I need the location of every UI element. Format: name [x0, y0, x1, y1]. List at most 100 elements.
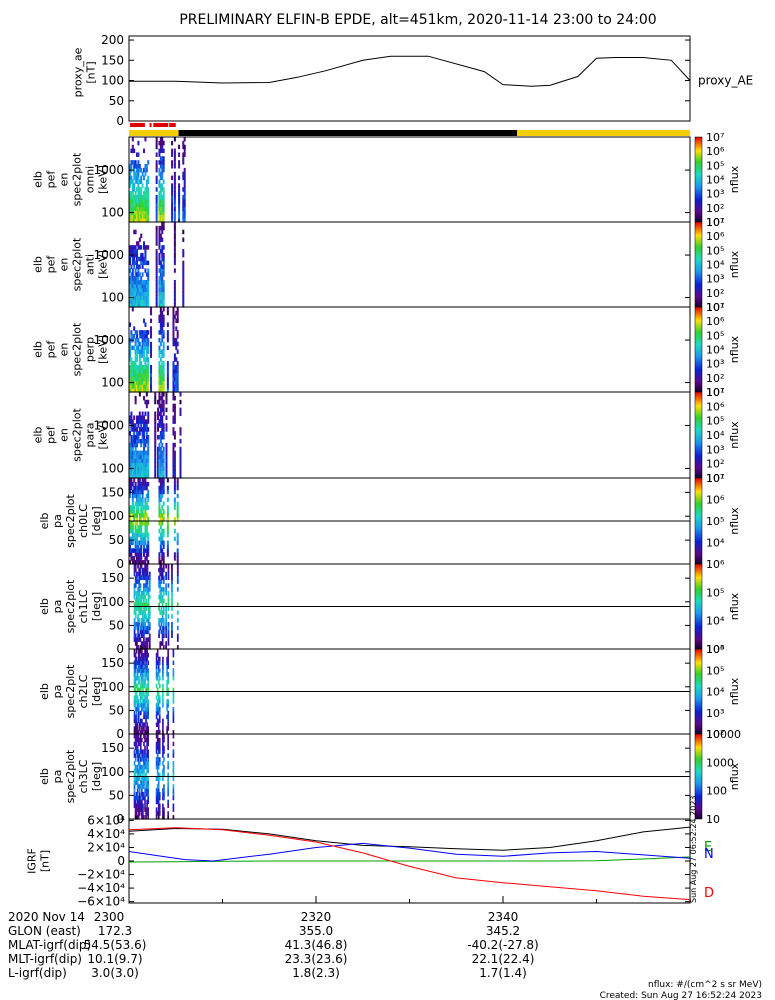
spectrogram-cell: [141, 171, 144, 177]
spectrogram-cell: [140, 423, 143, 428]
spectrogram-cell: [161, 194, 164, 200]
spectrogram-cell: [154, 450, 157, 456]
spectrogram-cell: [140, 194, 143, 200]
y-tick-label: 1000: [93, 418, 124, 432]
colorbar: [694, 477, 703, 565]
spectrogram-cell: [133, 454, 136, 460]
spectrogram-cell: [166, 388, 169, 393]
spectrogram-cell: [138, 283, 141, 289]
spectrogram-cell: [161, 462, 164, 467]
spectrogram-cell: [130, 376, 133, 382]
spectrogram-cell: [145, 583, 148, 588]
spectrogram-cell: [150, 307, 153, 312]
spectrogram-cell: [145, 591, 148, 596]
spectrogram-cell: [161, 310, 164, 316]
spectrogram-cell: [165, 395, 168, 401]
spectrogram-cell: [141, 575, 144, 581]
spectrogram-cell: [144, 303, 147, 308]
spectrogram-cell: [147, 295, 150, 300]
spectrogram-cell: [159, 493, 162, 499]
spectrogram-cell: [136, 791, 139, 797]
spectrogram-cell: [134, 384, 137, 389]
y-axis-label: elb: [38, 768, 51, 785]
spectrogram-cell: [167, 629, 170, 635]
spectrogram-cell: [167, 672, 169, 677]
spectrogram-cell: [172, 474, 175, 479]
spectrogram-cell: [166, 528, 169, 534]
spectrogram-cell: [162, 513, 165, 518]
spectrogram-cell: [172, 706, 175, 712]
spectrogram-cell: [134, 772, 137, 778]
spectrogram-cell: [143, 450, 146, 456]
y-axis-label: [keV]: [97, 165, 110, 194]
spectrogram-cell: [139, 564, 142, 569]
spectrogram-cell: [136, 415, 139, 420]
spectrogram-cell: [159, 560, 162, 565]
spectrogram-cell: [144, 295, 147, 300]
spectrogram-cell: [129, 364, 132, 370]
spectrogram-cell: [159, 372, 162, 378]
spectrogram-cell: [176, 517, 179, 522]
spectrogram-cell: [146, 567, 149, 573]
spectrogram-cell: [173, 521, 176, 526]
spectrogram-cell: [161, 485, 164, 491]
spectrogram-cell: [135, 815, 138, 820]
spectrogram-cell: [133, 564, 136, 569]
spectrogram-cell: [142, 660, 144, 666]
spectrogram-cell: [138, 256, 141, 262]
spectrogram-cell: [140, 536, 143, 542]
spectrogram-cell: [145, 656, 147, 662]
spectrogram-cell: [131, 160, 134, 165]
spectrogram-cell: [144, 524, 147, 530]
spectrogram-cell: [156, 699, 159, 704]
spectrogram-cell: [150, 349, 153, 354]
spectrogram-cell: [130, 357, 133, 362]
spectrogram-cell: [147, 764, 150, 770]
spectrogram-cell: [161, 614, 164, 619]
spectrogram-cell: [142, 764, 144, 770]
spectrogram-cell: [143, 637, 145, 642]
spectrogram-cell: [166, 489, 169, 495]
spectrogram-cell: [147, 703, 150, 708]
spectrogram-cell: [145, 493, 148, 499]
spectrogram-cell: [136, 788, 139, 793]
spectrogram-cell: [166, 497, 169, 503]
spectrogram-cell: [143, 376, 146, 382]
y-tick-label: 0: [116, 114, 124, 128]
spectrogram-cell: [143, 364, 146, 370]
spectrogram-cell: [138, 272, 141, 277]
spectrogram-cell: [138, 594, 141, 600]
spectrogram-cell: [161, 140, 164, 146]
spectrogram-cell: [130, 249, 133, 254]
spectrogram-cell: [155, 152, 158, 157]
spectrogram-cell: [136, 272, 139, 277]
spectrogram-cell: [165, 462, 168, 467]
spectrogram-cell: [138, 450, 141, 456]
spectrogram-cell: [166, 656, 168, 662]
spectrogram-cell: [141, 287, 144, 293]
spectrogram-cell: [144, 722, 146, 727]
spectrogram-cell: [173, 364, 176, 370]
spectrogram-cell: [156, 649, 159, 654]
spectrogram-cell: [140, 349, 143, 354]
spectrogram-cell: [182, 276, 185, 281]
y-tick-label: 100: [101, 509, 124, 523]
spectrogram-cell: [133, 660, 136, 666]
spectrogram-cell: [157, 695, 160, 700]
spectrogram-cell: [159, 198, 162, 204]
spectrogram-cell: [138, 330, 141, 335]
spectrogram-cell: [172, 470, 175, 475]
spectrogram-cell: [133, 649, 136, 654]
spectrogram-cell: [146, 780, 148, 785]
spectrogram-cell: [140, 598, 143, 604]
spectrogram-cell: [175, 388, 178, 393]
spectrogram-cell: [129, 474, 132, 479]
spectrogram-cell: [136, 598, 138, 604]
spectrogram-cell: [156, 799, 159, 805]
spectrogram-cell: [147, 776, 150, 781]
spectrogram-cell: [159, 431, 162, 436]
spectrogram-cell: [165, 446, 168, 452]
spectrogram-cell: [131, 528, 134, 534]
spectrogram-cell: [137, 245, 140, 250]
spectrogram-cell: [143, 575, 145, 581]
